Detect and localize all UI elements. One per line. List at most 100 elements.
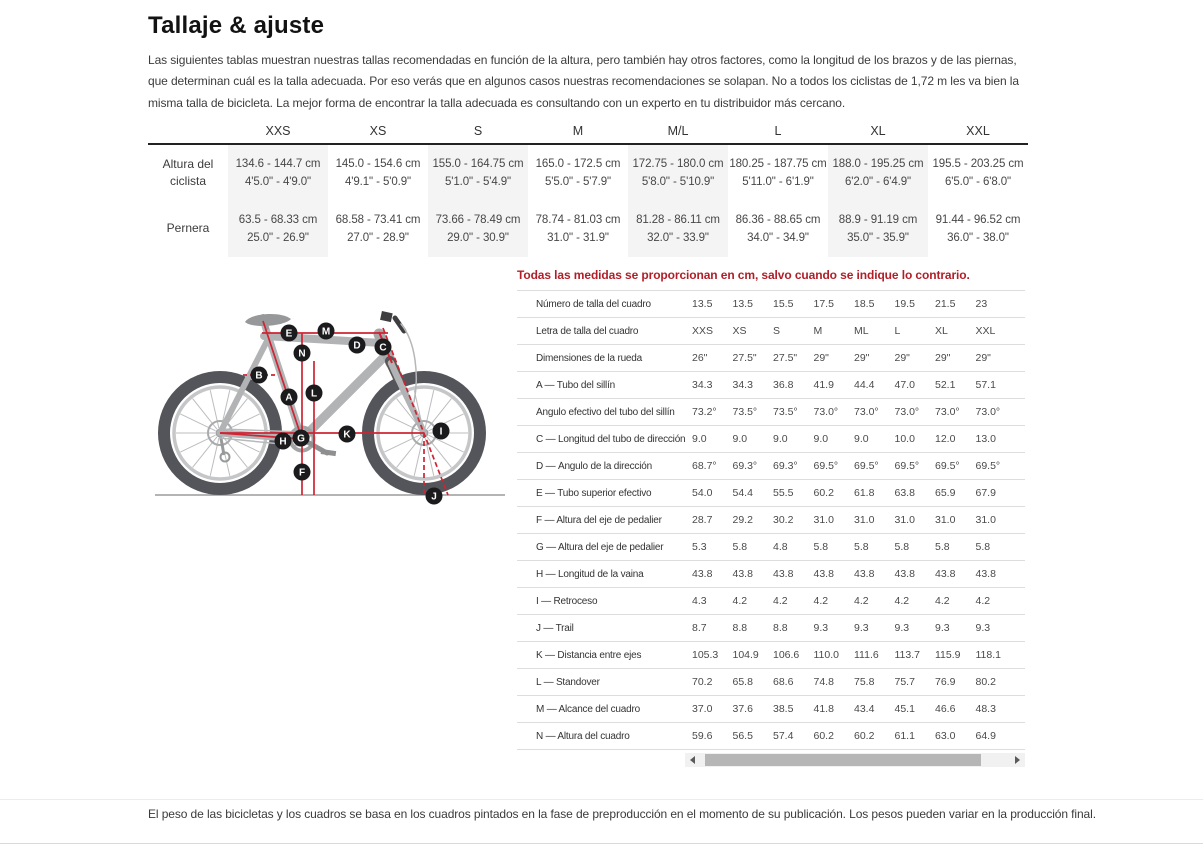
geometry-value: 4.2 (975, 595, 991, 607)
size-cell: 73.66 - 78.49 cm 29.0" - 30.9" (428, 200, 528, 257)
saddle (245, 313, 291, 326)
size-cell-cm: 63.5 - 68.33 cm (238, 213, 318, 226)
scroll-left-button[interactable] (685, 753, 700, 767)
geometry-value: 5.8 (854, 541, 869, 553)
geometry-row: C — Longitud del tubo de dirección 9.0 9.0… (517, 426, 1025, 453)
geometry-value: 34.3 (732, 379, 753, 391)
geometry-value: 29" (894, 352, 910, 364)
geometry-value: 64.9 (975, 730, 996, 742)
size-cell-cm: 81.28 - 86.11 cm (636, 213, 720, 226)
scroll-right-icon (1015, 756, 1020, 764)
marker-letter: F (299, 468, 305, 479)
geometry-value: 5.8 (732, 541, 748, 553)
geometry-value: 70.2 (692, 676, 713, 688)
geometry-value: 73.0° (813, 406, 839, 418)
size-column-header: M/L (667, 123, 689, 138)
size-cell-cm: 155.0 - 164.75 cm (432, 158, 524, 170)
geometry-value: 43.8 (773, 568, 794, 580)
marker-letter: G (297, 434, 305, 445)
geometry-table: Número de talla del cuadro 13.5 13.5 15.5 17… (517, 290, 1025, 750)
geometry-value: 115.9 (935, 649, 961, 661)
size-cell-inches: 4'5.0" - 4'9.0" (244, 176, 312, 189)
marker-letter: D (353, 341, 360, 352)
geometry-value: 73.0° (894, 406, 920, 418)
size-cell: 81.28 - 86.11 cm 32.0" - 33.9" (628, 200, 728, 257)
geometry-value: 37.0 (692, 703, 713, 715)
size-column-header: XXS (265, 123, 291, 138)
geometry-row-label: N — Altura del cuadro (536, 730, 630, 742)
geometry-value: 55.5 (773, 487, 794, 499)
size-cell-inches: 5'11.0" - 6'1.9" (742, 176, 814, 189)
geometry-row: K — Distancia entre ejes 105.3 104.9 106.6 1… (517, 642, 1025, 669)
divider (0, 843, 1203, 844)
geometry-value: 8.8 (732, 622, 748, 634)
geometry-value: 69.3° (732, 460, 758, 472)
geometry-value: 52.1 (935, 379, 956, 391)
geometry-row-label: Ángulo efectivo del tubo del sillín (536, 406, 675, 418)
size-cell-inches: 4'9.1" - 5'0.9" (344, 176, 412, 189)
size-cell-cm: 180.25 - 187.75 cm (729, 158, 827, 170)
geometry-value: 69.5° (975, 460, 1001, 472)
size-cell: 165.0 - 172.5 cm 5'5.0" - 5'7.9" (528, 145, 628, 201)
geometry-value: 4.2 (773, 595, 788, 607)
size-cell-cm: 78.74 - 81.03 cm (535, 213, 621, 226)
scrollbar-track[interactable] (700, 753, 1010, 767)
geometry-value: 56.5 (732, 730, 753, 742)
geometry-value: 43.8 (935, 568, 956, 580)
geometry-value: 9.0 (773, 433, 788, 445)
geometry-value: 4.2 (813, 595, 829, 607)
geometry-value: 60.2 (854, 730, 875, 742)
geometry-value: 13.5 (732, 298, 753, 310)
size-row-label: Pernera (166, 220, 210, 235)
geometry-value: 43.8 (894, 568, 915, 580)
geometry-value: 80.2 (975, 676, 996, 688)
geometry-value: 43.8 (975, 568, 996, 580)
geometry-value: 73.5° (732, 406, 758, 418)
geometry-value: 5.8 (813, 541, 829, 553)
geometry-value: 9.0 (854, 433, 869, 445)
geometry-value: 57.1 (975, 379, 996, 391)
marker-circle (317, 322, 335, 340)
size-cell: 195.5 - 203.25 cm 6'5.0" - 6'8.0" (928, 145, 1028, 201)
geometry-value: 34.3 (692, 379, 713, 391)
geometry-value: 69.5° (894, 460, 920, 472)
geometry-value: 31.0 (813, 514, 834, 526)
size-row-label: Altura del ciclista (162, 156, 214, 188)
wheel-spoke (180, 413, 216, 432)
size-cell: 68.58 - 73.41 cm 27.0" - 28.9" (328, 201, 428, 257)
geometry-value: 13.5 (692, 298, 713, 310)
geometry-value: 19.5 (894, 298, 915, 310)
geometry-value: 106.6 (773, 649, 800, 661)
geometry-marker-g: G (292, 429, 310, 447)
handlebar-grip (392, 315, 407, 334)
size-cell-inches: 35.0" - 35.9" (847, 232, 909, 245)
geometry-value: 75.8 (854, 676, 875, 688)
geometry-value: 4.2 (854, 595, 869, 607)
wheel-spoke (180, 434, 216, 453)
geometry-row: N — Altura del cuadro 59.6 56.5 57.4 60.2 60.… (517, 723, 1025, 750)
geometry-value: 4.2 (894, 595, 910, 607)
geometry-value: 21.5 (935, 298, 956, 310)
geometry-value: 73.0° (975, 406, 1001, 418)
geometry-row: Ángulo efectivo del tubo del sillín 73.2°… (517, 399, 1025, 426)
geometry-value: 4.8 (773, 541, 788, 553)
marker-circle (292, 429, 310, 447)
scroll-right-button[interactable] (1010, 753, 1025, 767)
geometry-row: I — Retroceso 4.3 4.2 4.2 4.2 4.2 4.2 4.2 4.2 (517, 588, 1025, 615)
intro-text: Las siguientes tablas muestran nuestras … (148, 53, 1019, 110)
geometry-value: 69.3° (773, 460, 798, 472)
geometry-value: 29" (935, 352, 951, 364)
geometry-row-label: E — Tubo superior efectivo (536, 487, 652, 499)
size-cell-inches: 5'5.0" - 5'7.9" (544, 176, 612, 189)
geometry-value: 105.3 (692, 649, 719, 661)
scrollbar-thumb[interactable] (705, 754, 981, 766)
geometry-value: 29" (813, 352, 829, 364)
geometry-value: 41.9 (813, 379, 834, 391)
size-column-header: XS (369, 123, 387, 138)
geometry-value: 48.3 (975, 703, 996, 715)
geometry-value: 45.1 (894, 703, 915, 715)
horizontal-scrollbar[interactable] (685, 753, 1025, 767)
geometry-marker-d: D (348, 336, 366, 354)
geometry-value: 17.5 (813, 298, 834, 310)
size-table: XXS XS S M M/L L XL XXL Altura del ciclista 134.6… (148, 118, 1028, 257)
